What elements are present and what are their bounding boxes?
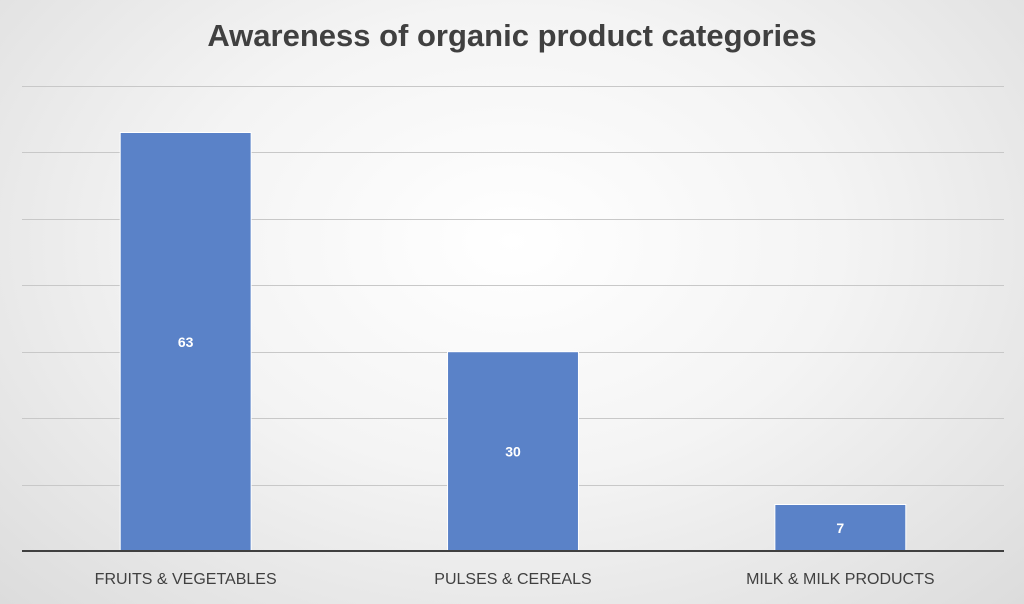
category-labels: FRUITS & VEGETABLES PULSES & CEREALS MILK … <box>95 571 935 588</box>
bar-1 <box>119 132 252 552</box>
bars <box>119 132 907 552</box>
data-label-3: 7 <box>836 520 844 536</box>
category-label-1: FRUITS & VEGETABLES <box>95 571 277 588</box>
chart-title: Awareness of organic product categories <box>207 18 817 53</box>
data-labels: 63 30 7 <box>178 334 845 536</box>
category-label-3: MILK & MILK PRODUCTS <box>746 571 934 588</box>
data-label-2: 30 <box>505 443 521 459</box>
bar-2 <box>447 351 579 552</box>
category-label-2: PULSES & CEREALS <box>434 571 591 588</box>
data-label-1: 63 <box>178 334 194 350</box>
